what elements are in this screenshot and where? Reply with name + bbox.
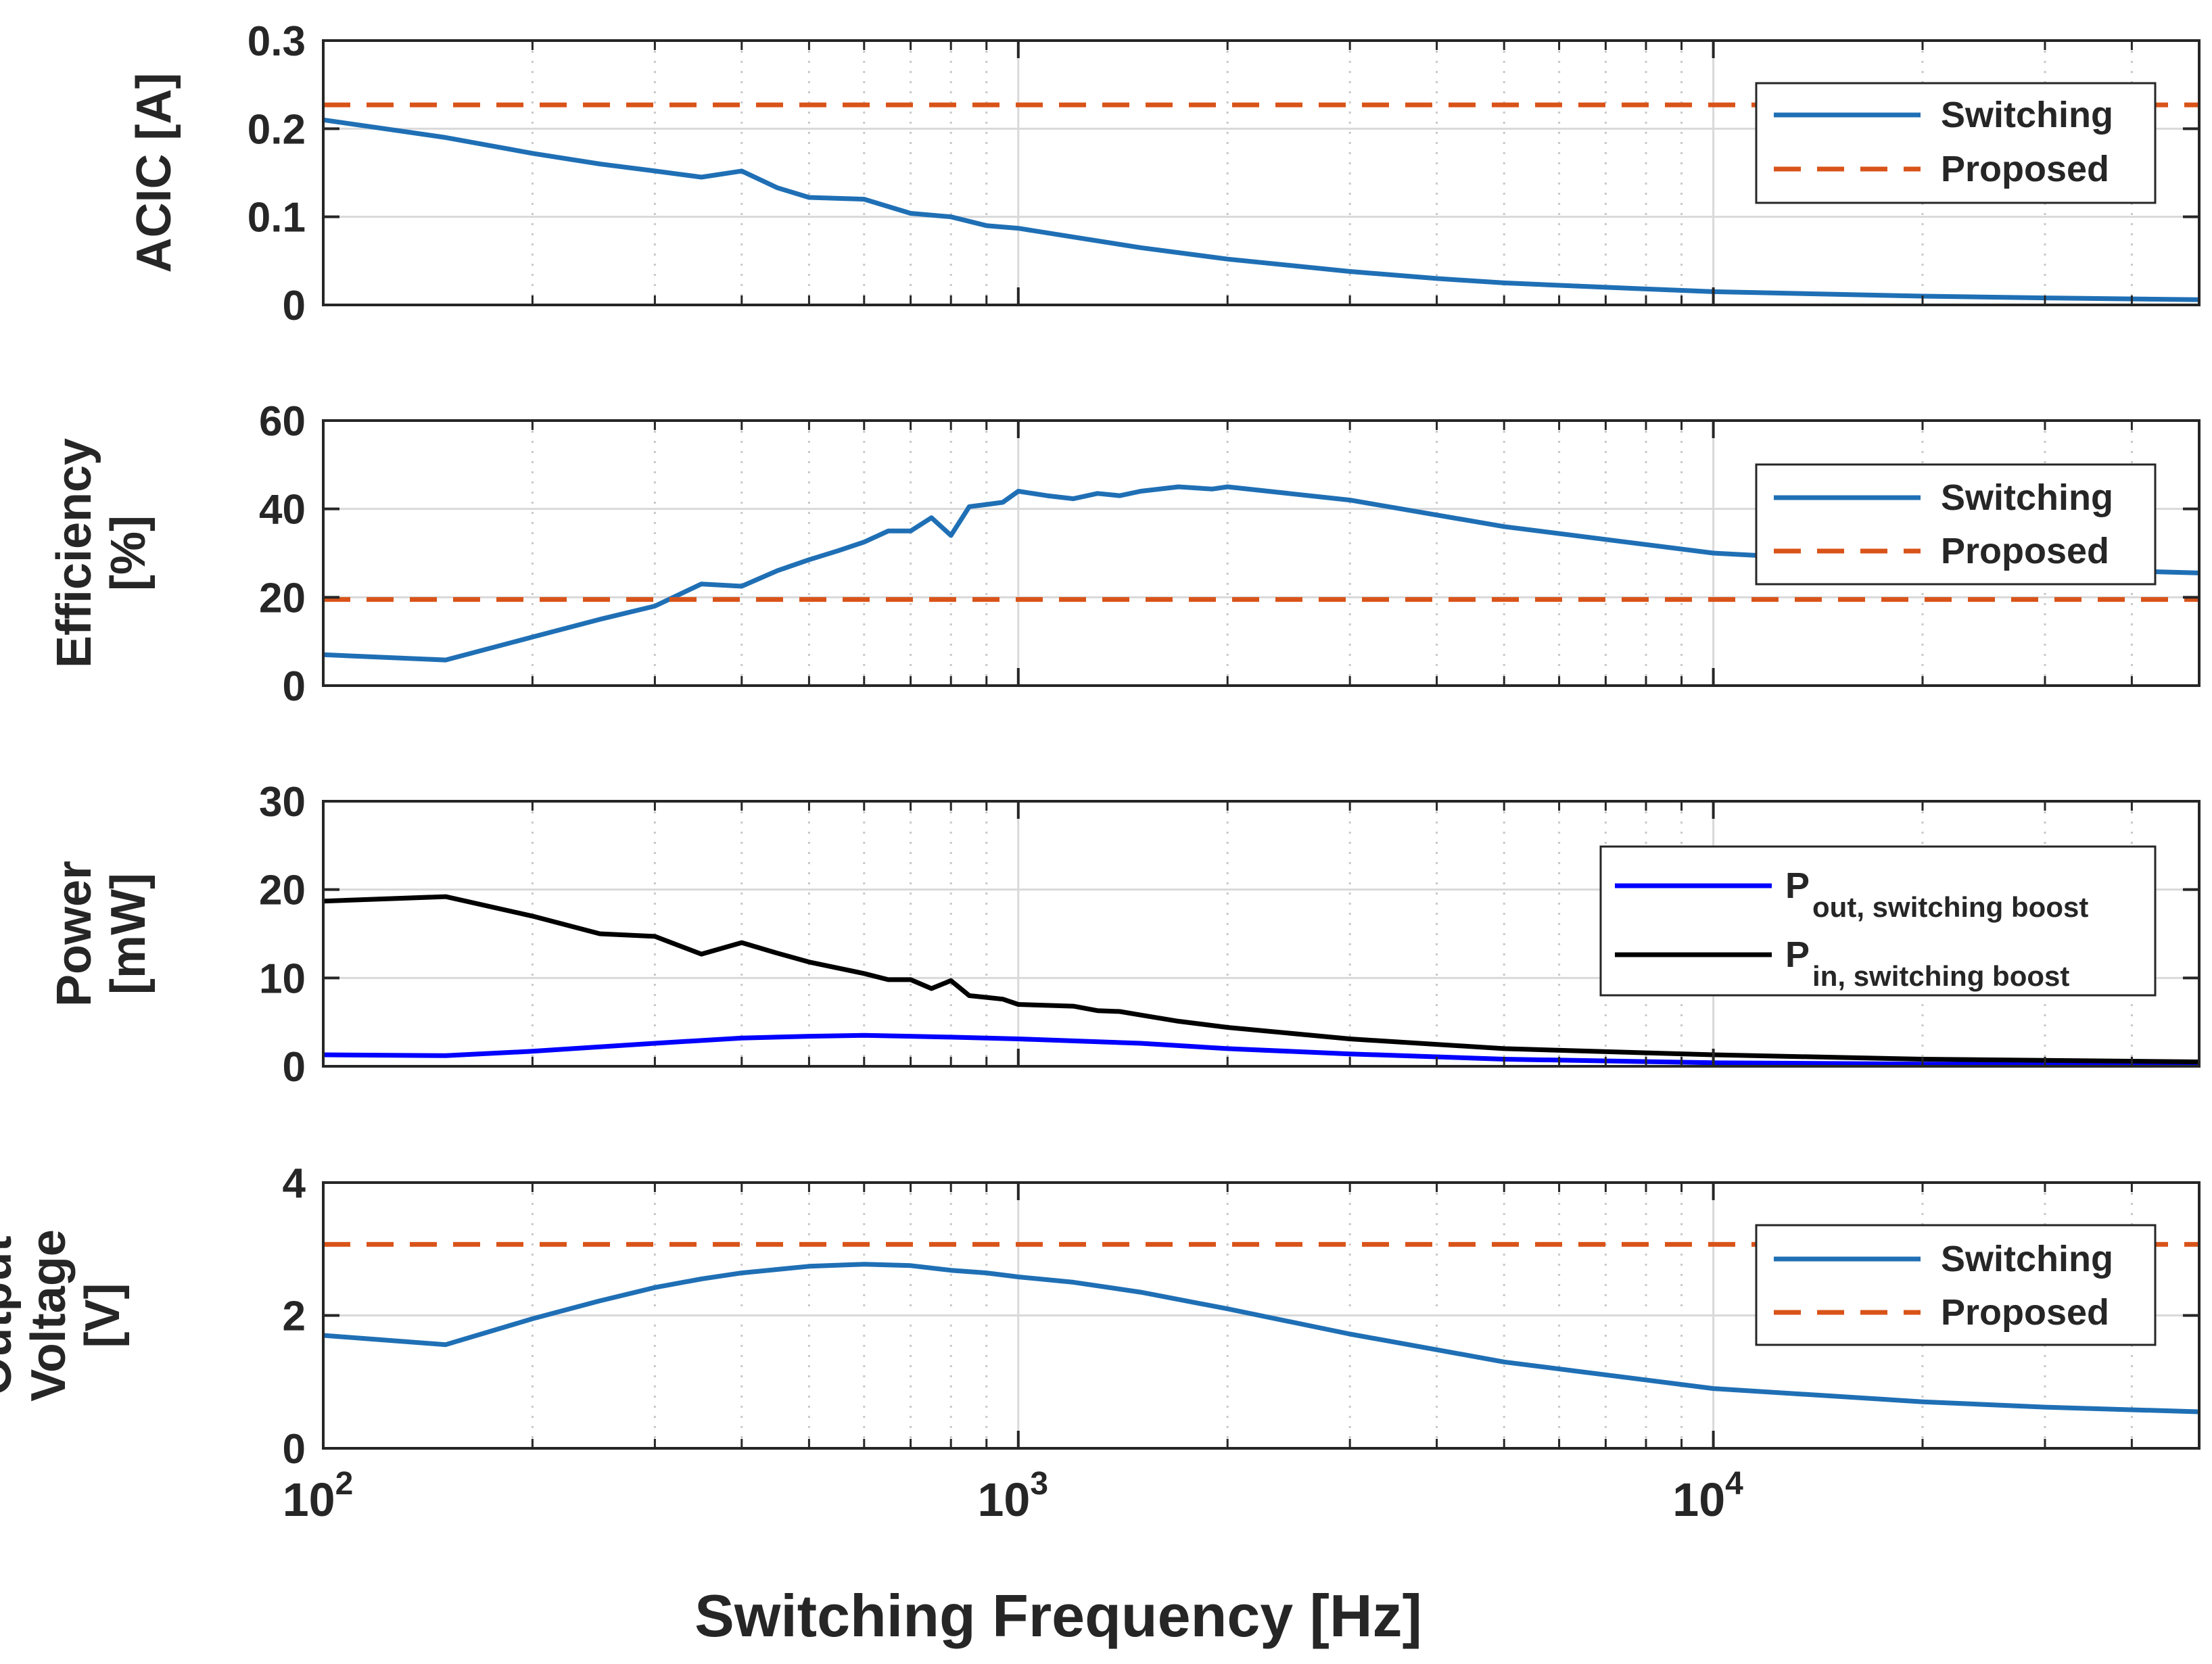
y-tick-label: 2 xyxy=(283,1293,306,1340)
legend-box xyxy=(1599,845,2157,997)
y-tick-label: 0 xyxy=(283,1426,306,1473)
panel-efficiency: 0 20 40 60 Efficiency[%] Switching Proposed xyxy=(47,398,2201,710)
panel-acic: 0 0.1 0.2 0.3 ACIC [A] Switching Proposed xyxy=(127,18,2201,329)
legend-box xyxy=(1755,1224,2157,1346)
legend-label-subscript: out, switching boost xyxy=(1812,891,2088,923)
legend-label: Proposed xyxy=(1941,531,2109,571)
y-tick-label: 0 xyxy=(283,663,306,710)
y-axis-label: Efficiency[%] xyxy=(47,438,156,668)
series-line-switching xyxy=(323,1262,2200,1415)
x-tick-exponent: 2 xyxy=(335,1466,354,1502)
y-axis-label-line: Voltage xyxy=(22,1229,76,1402)
legend-label: Pout, switching boost xyxy=(1785,865,2088,923)
y-tick-label: 4 xyxy=(283,1160,306,1207)
series-line-switching xyxy=(323,484,2200,663)
y-axis-label: OutputVoltage[V] xyxy=(0,1229,130,1402)
legend-label-main: Proposed xyxy=(1941,149,2109,189)
x-tick-exponent: 3 xyxy=(1030,1466,1048,1502)
x-tick-base: 10 xyxy=(978,1473,1031,1526)
y-tick-label: 20 xyxy=(259,575,306,621)
x-tick-base: 10 xyxy=(283,1473,335,1526)
y-tick-label: 60 xyxy=(259,398,306,445)
series-line-p-out-switching-boost xyxy=(323,1032,2200,1068)
y-tick-label: 20 xyxy=(259,867,306,914)
y-axis-label-line: [mW] xyxy=(101,873,156,995)
legend-label-main: P xyxy=(1785,865,1810,906)
legend: Switching Proposed xyxy=(1755,82,2157,204)
y-tick-label: 0.1 xyxy=(248,195,306,241)
x-tick-label: 103 xyxy=(978,1466,1049,1526)
y-axis-label-line: ACIC [A] xyxy=(127,73,181,273)
legend: Switching Proposed xyxy=(1755,1224,2157,1346)
x-tick-label: 102 xyxy=(283,1466,354,1526)
legend-label-main: Switching xyxy=(1941,477,2113,518)
y-axis-label-line: Efficiency xyxy=(47,438,101,668)
legend-label-main: Switching xyxy=(1941,1239,2113,1279)
axes-box xyxy=(322,800,2201,1068)
legend-label-main: Proposed xyxy=(1941,531,2109,571)
y-tick-label: 40 xyxy=(259,487,306,533)
legend-box xyxy=(1755,463,2157,586)
legend-label-main: Switching xyxy=(1941,95,2113,135)
legend-label: Proposed xyxy=(1941,1292,2109,1333)
y-tick-label: 0.3 xyxy=(248,18,306,65)
y-tick-label: 30 xyxy=(259,779,306,826)
series-line-switching xyxy=(323,117,2200,302)
legend: Switching Proposed xyxy=(1755,463,2157,586)
legend-label: Switching xyxy=(1941,1239,2113,1279)
x-tick-label: 104 xyxy=(1672,1466,1743,1526)
y-axis-label-line: Power xyxy=(47,861,101,1007)
legend-label: Proposed xyxy=(1941,149,2109,189)
panel-voltage: 0 2 4 OutputVoltage[V] Switching Proposed xyxy=(0,1160,2201,1473)
y-tick-label: 0 xyxy=(283,1044,306,1091)
legend-label-main: P xyxy=(1785,934,1810,975)
legend-box xyxy=(1755,82,2157,204)
legend-label: Pin, switching boost xyxy=(1785,934,2069,992)
legend-label: Switching xyxy=(1941,477,2113,518)
y-tick-label: 0 xyxy=(283,283,306,329)
y-axis-label-line: [%] xyxy=(101,515,156,591)
legend-label: Switching xyxy=(1941,95,2113,135)
y-axis-label: ACIC [A] xyxy=(127,73,181,273)
series-line-p-in-switching-boost xyxy=(323,894,2200,1064)
legend-label-main: Proposed xyxy=(1941,1292,2109,1333)
x-axis-label: Switching Frequency [Hz] xyxy=(695,1582,1422,1649)
y-tick-label: 10 xyxy=(259,955,306,1002)
y-axis-label-line: [V] xyxy=(76,1283,130,1348)
y-axis-label-line: Output xyxy=(0,1236,22,1396)
x-tick-base: 10 xyxy=(1672,1473,1725,1526)
axes-box xyxy=(322,419,2201,687)
y-tick-label: 0.2 xyxy=(248,106,306,153)
axes-box xyxy=(322,39,2201,306)
x-tick-exponent: 4 xyxy=(1725,1466,1743,1502)
legend-label-subscript: in, switching boost xyxy=(1812,960,2069,992)
y-axis-label: Power[mW] xyxy=(47,861,156,1007)
